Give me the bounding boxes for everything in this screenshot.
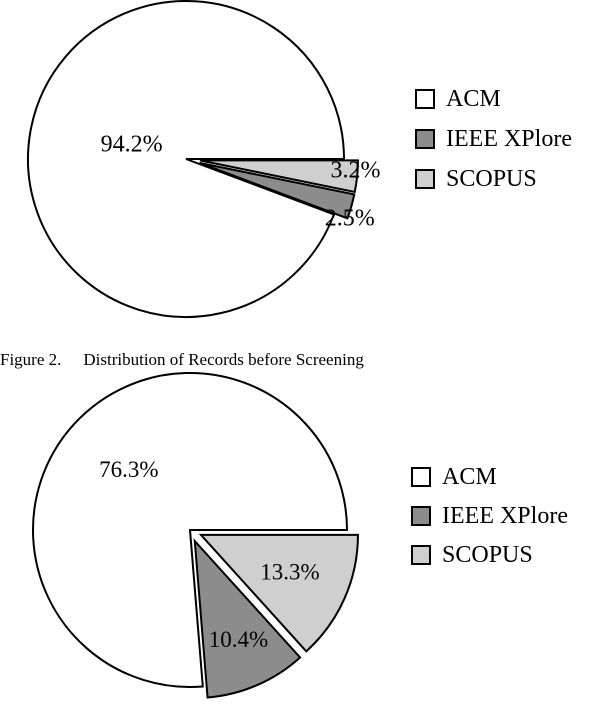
legend-swatch-ieee-xplore [415, 129, 435, 149]
legend-swatch-scopus [415, 169, 435, 189]
legend-swatch-acm [411, 467, 431, 487]
pie-slice-ieee-xplore [199, 161, 356, 220]
legend-swatch-acm [415, 89, 435, 109]
pie-slice-acm [27, 0, 346, 318]
pie-slice-scopus [199, 159, 359, 194]
caption-label: Figure 2. [0, 350, 62, 369]
figure-caption: Figure 2. Distribution of Records before … [0, 350, 364, 370]
pie-slice-acm [32, 372, 349, 688]
legend-after-screening: ACM IEEE XPlore SCOPUS [411, 464, 568, 568]
legend-label-acm: ACM [442, 464, 497, 490]
legend-swatch-scopus [411, 545, 431, 565]
pie-slice-ieee-xplore [193, 538, 302, 699]
data-label-ieee-xplore: 2.5% [325, 206, 375, 232]
legend-label-scopus: SCOPUS [446, 166, 537, 192]
pie-chart-after-screening: 76.3% 13.3% 10.4% [32, 372, 359, 699]
legend-label-acm: ACM [446, 86, 501, 112]
data-label-scopus: 3.2% [331, 158, 381, 184]
legend-before-screening: ACM IEEE XPlore SCOPUS [415, 86, 572, 192]
pie-chart-before-screening: 94.2% 3.2% 2.5% [27, 0, 381, 318]
legend-label-ieee-xplore: IEEE XPlore [442, 503, 568, 529]
data-label-acm: 94.2% [101, 132, 163, 158]
legend-label-ieee-xplore: IEEE XPlore [446, 126, 572, 152]
pie-slice-scopus [198, 533, 359, 653]
data-label-acm: 76.3% [99, 457, 158, 482]
legend-label-scopus: SCOPUS [442, 542, 533, 568]
legend-swatch-ieee-xplore [411, 506, 431, 526]
data-label-ieee-xplore: 10.4% [209, 627, 268, 652]
data-label-scopus: 13.3% [260, 560, 319, 585]
caption-text: Distribution of Records before Screening [83, 350, 364, 369]
